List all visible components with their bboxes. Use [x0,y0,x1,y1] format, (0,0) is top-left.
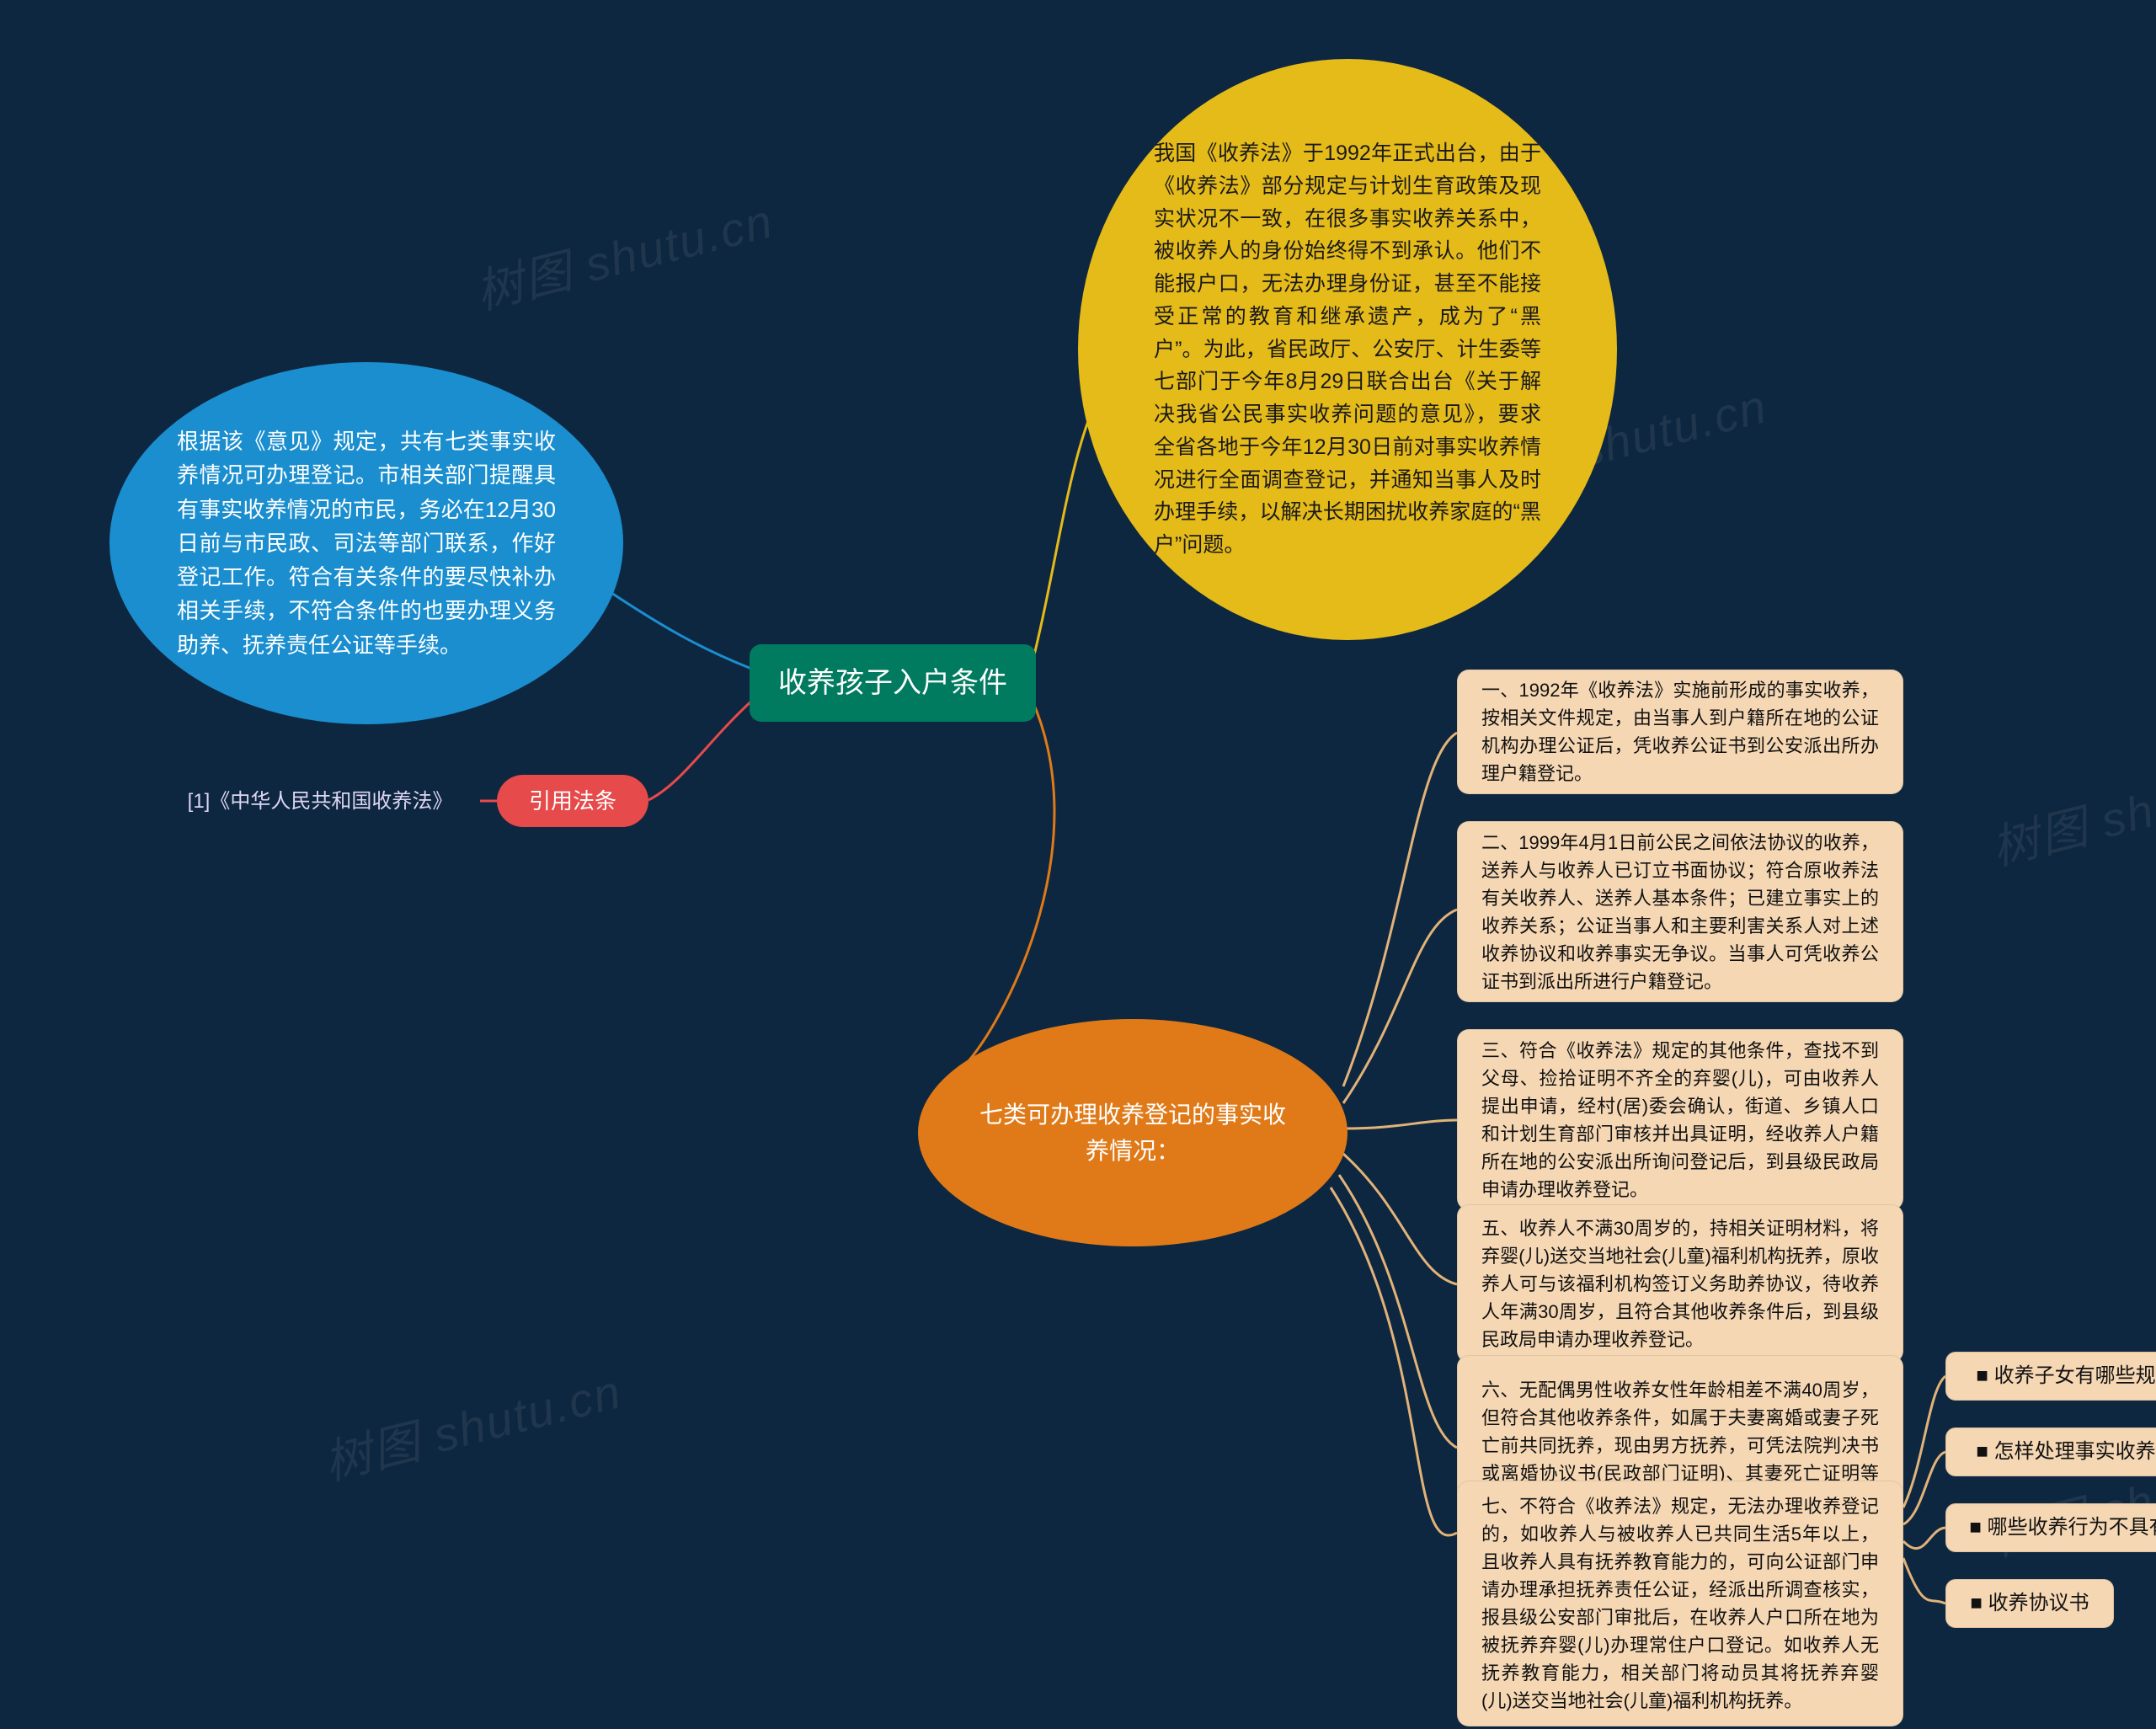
intro-bubble[interactable]: 我国《收养法》于1992年正式出台，由于《收养法》部分规定与计划生育政策及现实状… [1078,59,1617,640]
edge [1343,1154,1457,1284]
category-card-c2[interactable]: 二、1999年4月1日前公民之间依法协议的收养，送养人与收养人已订立书面协议；符… [1457,821,1903,1002]
edge [1903,1558,1945,1604]
law-reference-citation[interactable]: [1]《中华人民共和国收养法》 [160,785,480,819]
law-reference-node[interactable]: 引用法条 [497,775,648,827]
edge [1346,1120,1457,1129]
category-card-c5[interactable]: 五、收养人不满30周岁的，持相关证明材料，将弃婴(儿)送交当地社会(儿童)福利机… [1457,1204,1903,1363]
edge [969,699,1054,1061]
related-link-s3[interactable]: ■ 哪些收养行为不具有法律效力 [1945,1503,2156,1552]
watermark: 树图 shutu.cn [468,184,780,323]
edge [1903,1376,1945,1508]
related-link-s4[interactable]: ■ 收养协议书 [1945,1579,2114,1628]
edge [1331,1187,1457,1535]
category-card-c1[interactable]: 一、1992年《收养法》实施前形成的事实收养，按相关文件规定，由当事人到户籍所在… [1457,670,1903,794]
edge [1903,1528,1945,1549]
seven-categories-node[interactable]: 七类可办理收养登记的事实收养情况： [918,1019,1348,1246]
watermark: 树图 shutu.cn [1984,739,2156,879]
related-link-s2[interactable]: ■ 怎样处理事实收养？ [1945,1427,2156,1476]
mindmap-canvas: 树图 shutu.cn树图 shutu.cn树图 shutu.cn树图 shut… [0,0,2156,1729]
edge [606,590,754,670]
category-card-c7[interactable]: 七、不符合《收养法》规定，无法办理收养登记的，如收养人与被收养人已共同生活5年以… [1457,1481,1903,1726]
root-node[interactable]: 收养孩子入户条件 [750,644,1036,722]
edge [1343,733,1457,1086]
edge [1903,1452,1945,1524]
edge [1339,1175,1457,1448]
related-link-s1[interactable]: ■ 收养子女有哪些规定 [1945,1352,2156,1401]
watermark: 树图 shutu.cn [317,1354,628,1494]
notice-bubble[interactable]: 根据该《意见》规定，共有七类事实收养情况可办理登记。市相关部门提醒具有事实收养情… [109,362,623,724]
edge [648,699,754,800]
category-card-c3[interactable]: 三、符合《收养法》规定的其他条件，查找不到父母、捡拾证明不齐全的弃婴(儿)，可由… [1457,1029,1903,1210]
edge [1343,910,1457,1103]
